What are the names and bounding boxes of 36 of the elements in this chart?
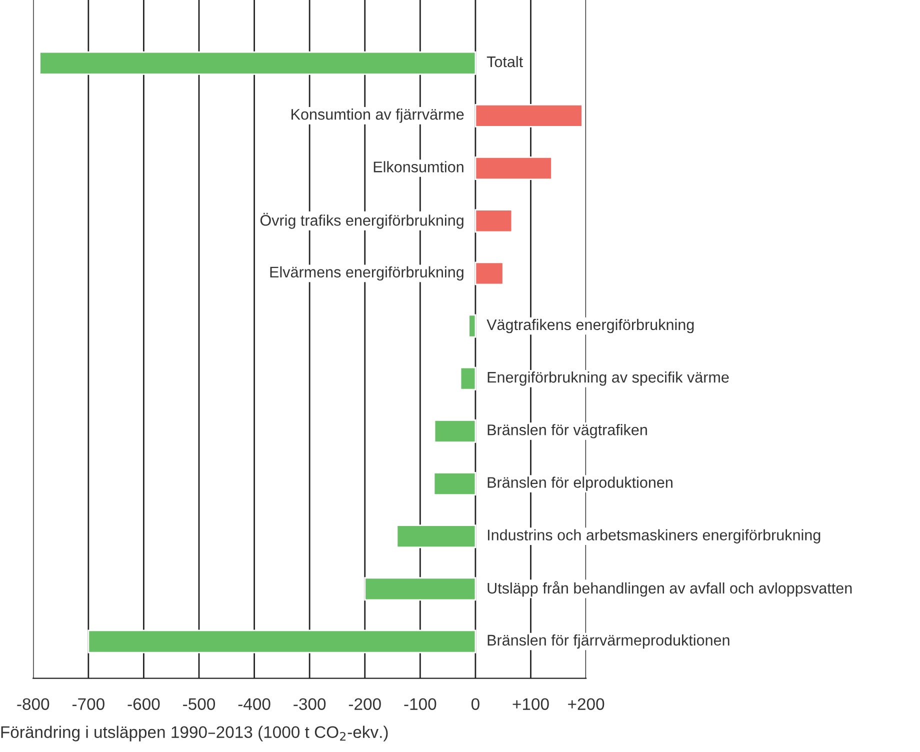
y-tick-label: Bränslen för vägtrafiken — [488, 424, 647, 438]
x-axis-title: Förändring i utsläppen 1990–2013 (1000 t CO$_{2}$-ekv.) — [1, 726, 388, 742]
x-tick-label: -300 — [294, 698, 326, 710]
x-tick-label: -800 — [17, 698, 50, 710]
bar — [468, 314, 476, 338]
y-tick-label: Utsläpp från behandlingen av avfall och avloppsvatten — [488, 581, 852, 597]
y-tick-label: Totalt — [486, 56, 523, 68]
y-tick-label: Konsumtion av fjärrvärme — [292, 108, 464, 123]
x-tick-label: -400 — [238, 698, 270, 710]
y-tick-label: Vägtrafikens energiförbrukning — [486, 318, 694, 334]
bar — [474, 156, 552, 180]
bar — [364, 577, 476, 601]
bar — [434, 419, 476, 443]
y-tick-label: Elkonsumtion — [374, 161, 464, 172]
y-tick-label: Bränslen för elproduktionen — [488, 476, 672, 491]
y-tick-label: Bränslen för fjärrvärmeproduktionen — [488, 634, 730, 649]
y-tick-label: Övrig trafiks energiförbrukning — [260, 212, 464, 229]
y-tick-label: Energiförbrukning av specifik värme — [488, 371, 729, 386]
bar — [396, 524, 476, 548]
bar — [474, 209, 513, 233]
bar — [433, 472, 476, 496]
bar — [39, 51, 476, 75]
y-tick-label: Elvärmens energiförbrukning — [270, 266, 464, 281]
x-tick-label: -500 — [183, 698, 216, 710]
bar — [474, 104, 583, 128]
bar — [460, 366, 476, 390]
x-tick-label: -700 — [72, 698, 104, 710]
x-tick-label: +200 — [568, 698, 604, 710]
x-tick-label: -100 — [404, 698, 436, 710]
bar — [474, 262, 504, 286]
x-tick-label: -600 — [128, 698, 160, 710]
bar — [88, 630, 476, 654]
y-tick-label: Industrins och arbetsmaskiners energiförbrukning — [488, 529, 820, 544]
x-tick-label: +100 — [512, 698, 549, 710]
x-tick-label: -200 — [348, 698, 381, 710]
x-tick-label: 0 — [471, 698, 480, 710]
